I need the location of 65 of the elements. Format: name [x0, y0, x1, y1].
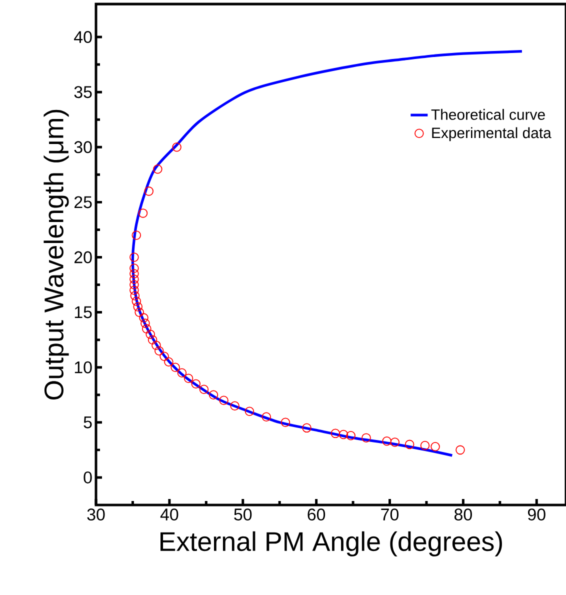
point: [142, 324, 152, 334]
point: [146, 330, 155, 339]
point: [170, 362, 180, 372]
x-tick-label: 40: [160, 508, 178, 521]
legend-label: Experimental data: [432, 127, 552, 142]
point: [130, 264, 139, 273]
y-tick-label: 35: [74, 86, 92, 98]
point: [140, 318, 150, 328]
point: [208, 390, 218, 400]
point: [160, 352, 169, 361]
y-tick-label: 30: [74, 141, 92, 154]
point: [172, 142, 182, 152]
point: [130, 291, 140, 300]
point: [132, 296, 142, 306]
x-tick-label: 60: [308, 508, 326, 521]
point: [133, 302, 142, 312]
point: [144, 186, 154, 196]
x-tick-label: 50: [234, 508, 252, 521]
y-axis-title: Output Wavelength (μm): [44, 110, 69, 400]
point: [132, 230, 142, 240]
y-tick-label: 0: [84, 471, 92, 484]
point: [280, 418, 290, 428]
point: [230, 401, 240, 411]
point: [219, 396, 228, 406]
y-tick-label: 20: [74, 251, 92, 264]
point: [199, 384, 209, 394]
point: [430, 442, 440, 452]
point: [153, 164, 162, 174]
point: [244, 406, 254, 416]
point: [139, 313, 148, 322]
point: [346, 430, 356, 440]
point: [330, 428, 340, 438]
point: [154, 346, 164, 356]
point: [130, 274, 139, 284]
point: [130, 252, 139, 262]
y-tick-label: 5: [84, 416, 92, 428]
point: [130, 286, 139, 295]
point: [138, 208, 148, 218]
point: [302, 423, 312, 433]
point: [164, 357, 174, 366]
point: [338, 430, 348, 440]
y-tick-label: 25: [74, 196, 92, 208]
x-tick-label: 70: [381, 508, 399, 521]
point: [148, 335, 158, 344]
x-axis-title: External PM Angle (degrees): [160, 531, 502, 556]
point: [130, 269, 139, 278]
point: [362, 433, 371, 442]
point: [177, 368, 187, 378]
x-tick-label: 80: [454, 508, 472, 521]
point: [390, 438, 400, 447]
point: [184, 374, 194, 383]
y-tick-label: 40: [74, 31, 92, 44]
point: [420, 440, 430, 450]
y-tick-label: 10: [74, 361, 92, 374]
point: [262, 412, 272, 422]
legend-label: Theoretical curve: [431, 108, 545, 120]
point: [456, 445, 465, 455]
point: [130, 280, 139, 290]
point: [382, 436, 392, 446]
point: [152, 340, 161, 350]
point: [134, 308, 144, 317]
point: [404, 440, 414, 450]
point: [191, 379, 201, 389]
y-tick-label: 15: [74, 306, 92, 318]
x-tick-label: 90: [528, 508, 546, 521]
